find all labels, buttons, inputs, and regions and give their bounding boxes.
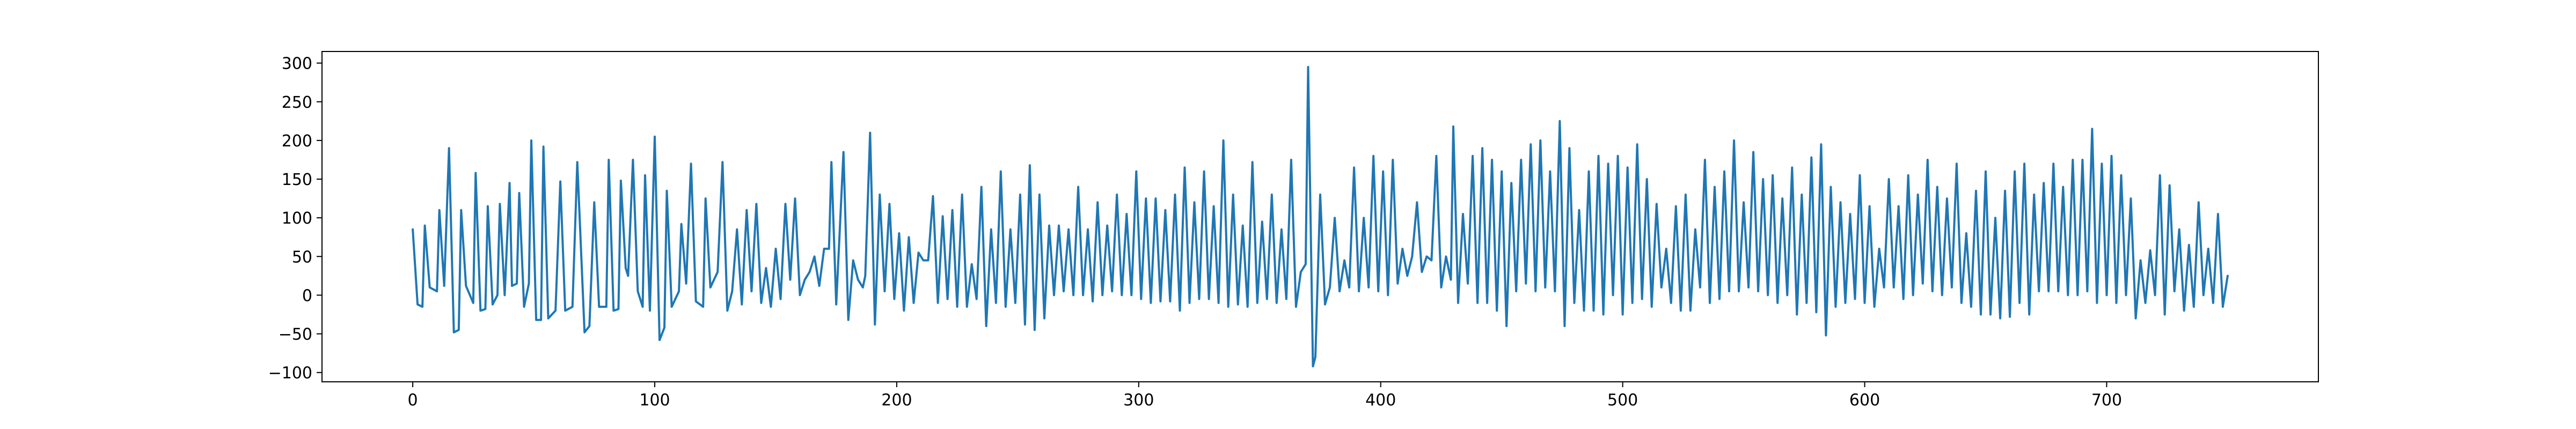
x-tick-label: 500: [1607, 391, 1638, 410]
y-tick-label: −50: [279, 326, 312, 344]
y-tick-label: 100: [282, 209, 312, 228]
y-tick-label: 250: [282, 93, 312, 112]
y-tick-label: 150: [282, 171, 312, 189]
y-tick-label: 200: [282, 132, 312, 151]
y-tick-label: −100: [268, 364, 312, 383]
x-tick-label: 600: [1849, 391, 1880, 410]
x-tick-label: 200: [881, 391, 912, 410]
x-tick-label: 300: [1123, 391, 1154, 410]
x-axis: 0 100 200 300 400 500 600 700: [408, 382, 2122, 410]
y-tick-label: 50: [292, 248, 312, 267]
plot-area: [321, 51, 2319, 382]
x-tick-label: 100: [639, 391, 670, 410]
x-tick-label: 400: [1365, 391, 1396, 410]
y-tick-label: 300: [282, 55, 312, 73]
series-line: [412, 65, 2229, 368]
plot-area-frame: [321, 51, 2319, 382]
x-tick-label: 0: [408, 391, 418, 410]
y-axis: −100 −50 0 50 100 150 200 250 300: [268, 55, 322, 383]
y-tick-label: 0: [302, 286, 312, 305]
x-tick-label: 700: [2091, 391, 2122, 410]
